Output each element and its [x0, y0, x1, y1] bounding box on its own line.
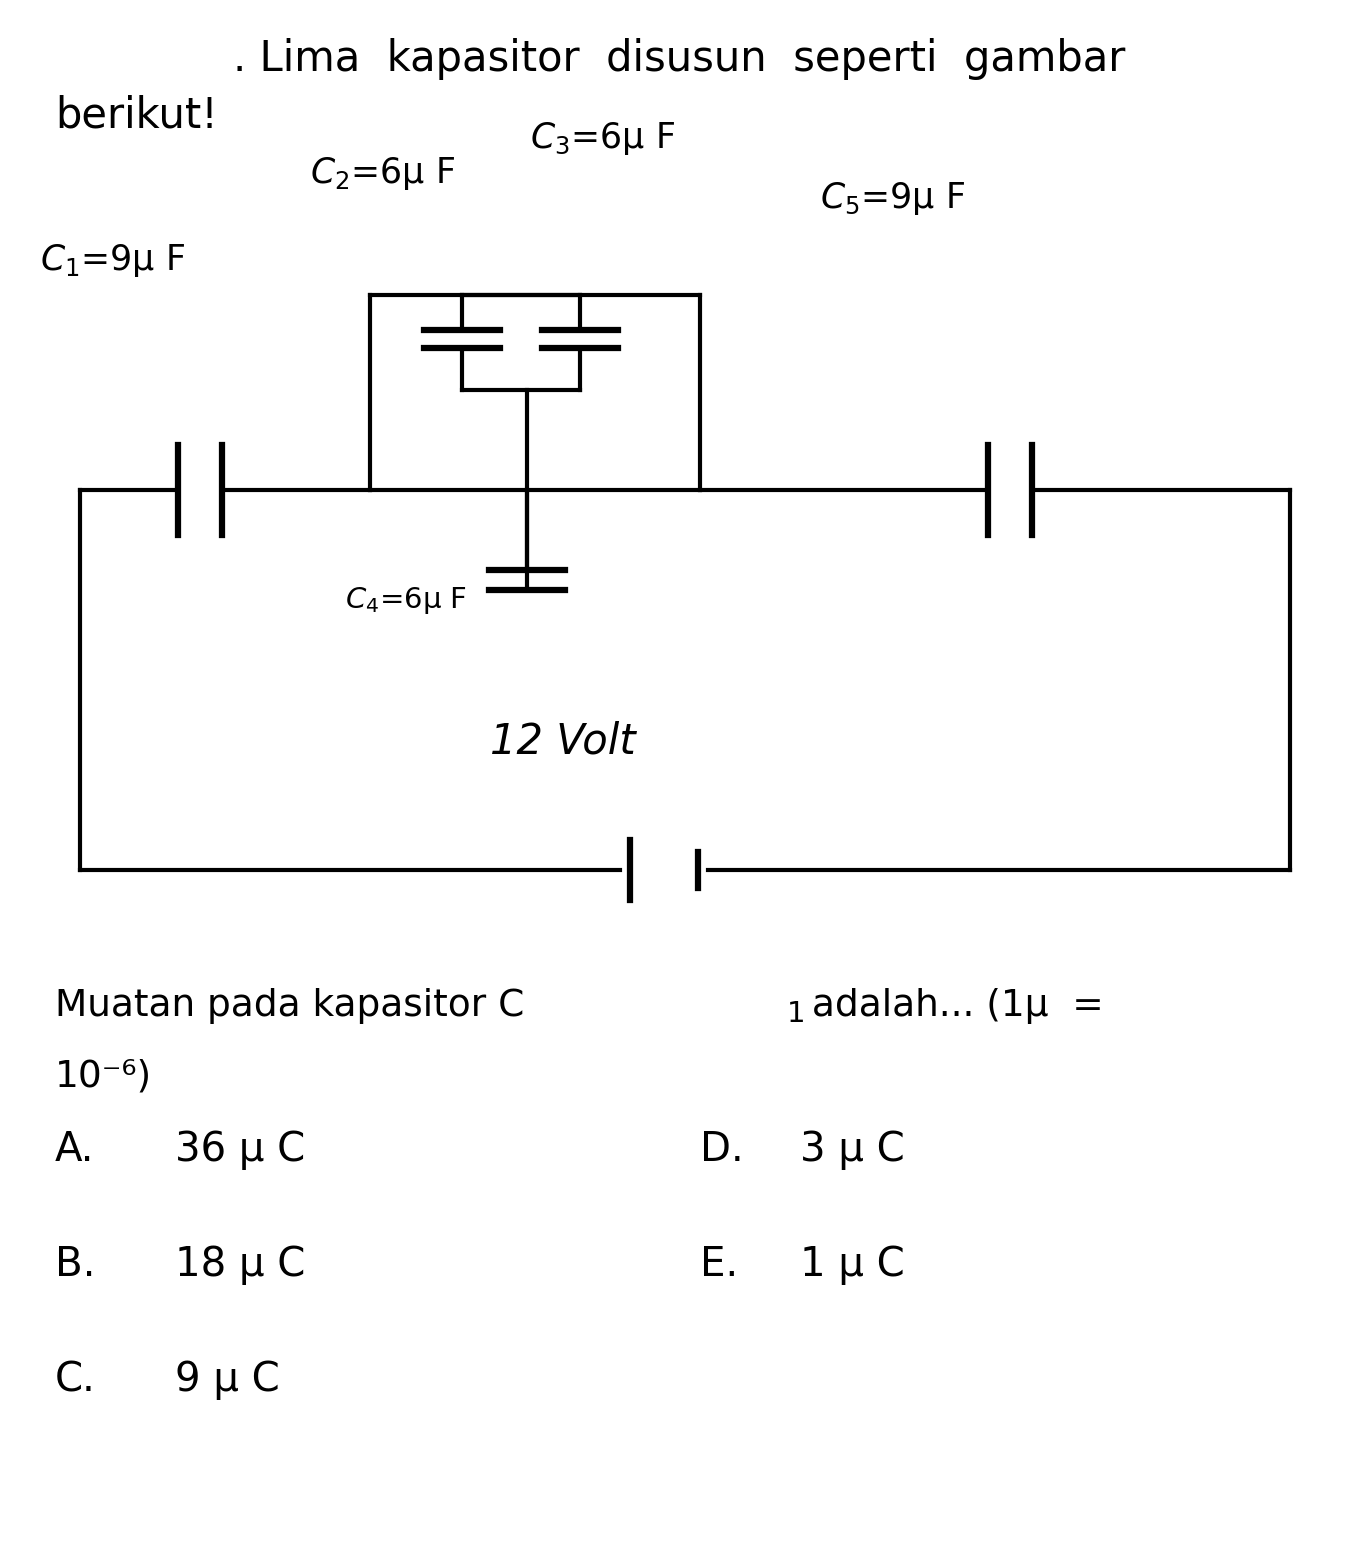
- Text: Muatan pada kapasitor C: Muatan pada kapasitor C: [56, 988, 524, 1025]
- Text: adalah... (1μ  =: adalah... (1μ =: [800, 988, 1104, 1025]
- Text: A.: A.: [56, 1129, 95, 1170]
- Text: 1: 1: [788, 1000, 805, 1028]
- Text: 9 μ C: 9 μ C: [175, 1359, 280, 1400]
- Text: C.: C.: [56, 1359, 96, 1400]
- Text: berikut!: berikut!: [56, 96, 217, 137]
- Text: 12 Volt: 12 Volt: [490, 721, 636, 762]
- Text: $C_1$=9μ F: $C_1$=9μ F: [39, 242, 185, 279]
- Text: B.: B.: [56, 1245, 95, 1285]
- Text: $C_2$=6μ F: $C_2$=6μ F: [310, 154, 455, 191]
- Text: 36 μ C: 36 μ C: [175, 1129, 306, 1170]
- Text: 3 μ C: 3 μ C: [800, 1129, 904, 1170]
- Text: E.: E.: [699, 1245, 739, 1285]
- Text: . Lima  kapasitor  disusun  seperti  gambar: . Lima kapasitor disusun seperti gambar: [232, 39, 1126, 80]
- Text: $C_5$=9μ F: $C_5$=9μ F: [820, 181, 966, 218]
- Text: 10⁻⁶): 10⁻⁶): [56, 1058, 152, 1094]
- Text: 18 μ C: 18 μ C: [175, 1245, 306, 1285]
- Text: D.: D.: [699, 1129, 744, 1170]
- Text: $C_4$=6μ F: $C_4$=6μ F: [345, 585, 467, 616]
- Text: 1 μ C: 1 μ C: [800, 1245, 904, 1285]
- Text: $C_3$=6μ F: $C_3$=6μ F: [530, 120, 675, 157]
